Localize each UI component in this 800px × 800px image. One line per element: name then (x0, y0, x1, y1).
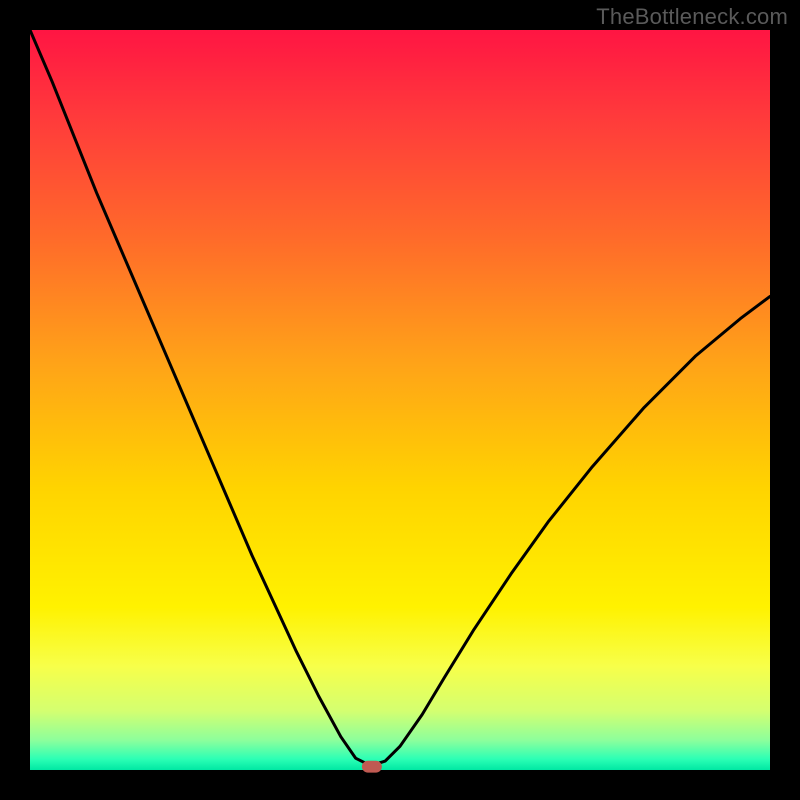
chart-background (30, 30, 770, 770)
bottleneck-chart (0, 0, 800, 800)
watermark-label: TheBottleneck.com (596, 4, 788, 30)
minimum-marker (362, 761, 382, 773)
chart-container: TheBottleneck.com (0, 0, 800, 800)
